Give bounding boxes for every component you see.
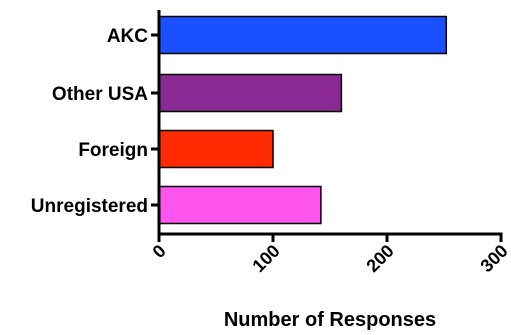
category-label: Foreign bbox=[78, 140, 148, 161]
bars-group bbox=[158, 15, 448, 225]
x-ticks-group bbox=[157, 234, 503, 242]
category-label: Other USA bbox=[52, 84, 148, 105]
bar-akc bbox=[158, 15, 448, 55]
x-tick-label: 200 bbox=[362, 241, 397, 276]
x-tick-label: 300 bbox=[476, 241, 511, 276]
category-labels-group: AKC Other USA Foreign Unregistered bbox=[31, 26, 148, 217]
bar-unregistered bbox=[158, 185, 322, 225]
x-tick-label: 0 bbox=[149, 241, 170, 262]
bar-other-usa bbox=[158, 73, 343, 113]
category-label: Unregistered bbox=[31, 196, 148, 217]
bar-foreign bbox=[158, 129, 274, 169]
x-tick-labels-group: 0 100 200 300 bbox=[149, 241, 511, 276]
category-label: AKC bbox=[107, 26, 148, 47]
x-axis-title: Number of Responses bbox=[224, 309, 436, 331]
x-tick-label: 100 bbox=[248, 241, 283, 276]
